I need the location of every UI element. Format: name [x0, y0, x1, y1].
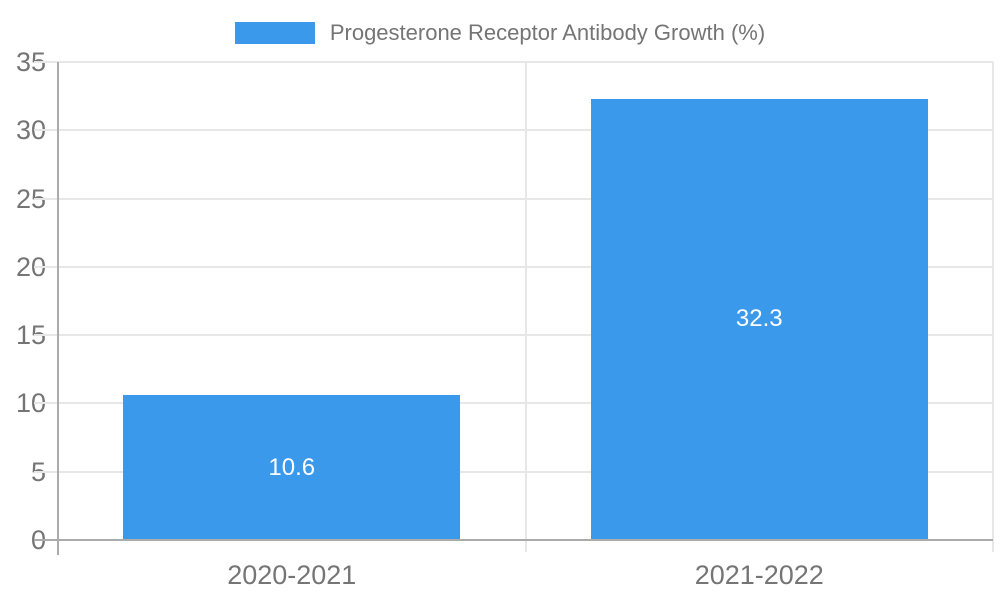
y-axis-line [57, 62, 59, 555]
y-axis-tick [34, 197, 58, 200]
x-axis-category-label: 2020-2021 [227, 560, 357, 590]
bar-value-label: 32.3 [735, 305, 783, 333]
category-separator-line [524, 62, 527, 552]
x-axis-category-label: 2021-2022 [694, 560, 824, 590]
x-axis-line [58, 539, 993, 541]
plot-area: 10.6 32.3 [34, 61, 994, 555]
y-axis-tick [34, 334, 58, 337]
bar[interactable]: 32.3 [590, 98, 928, 540]
legend-label: Progesterone Receptor Antibody Growth (%… [329, 20, 766, 45]
legend-swatch [234, 21, 315, 44]
y-axis-tick [34, 470, 58, 473]
y-axis-tick [34, 61, 58, 63]
bar-value-label: 10.6 [268, 453, 316, 481]
y-axis-tick [34, 265, 58, 268]
plot-right-border [992, 62, 994, 552]
y-axis-tick [34, 402, 58, 405]
legend[interactable]: Progesterone Receptor Antibody Growth (%… [0, 20, 1000, 45]
bar[interactable]: 10.6 [123, 395, 461, 540]
y-axis-tick [34, 129, 58, 132]
y-axis-tick [34, 539, 58, 541]
